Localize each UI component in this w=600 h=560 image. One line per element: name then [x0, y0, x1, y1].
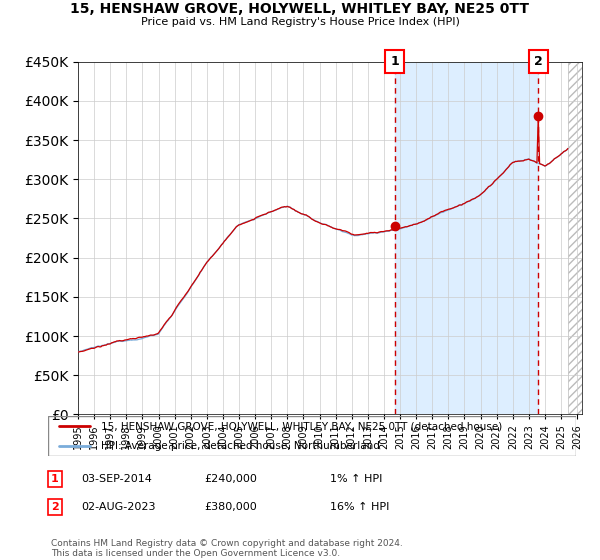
- Text: 1: 1: [391, 55, 399, 68]
- Bar: [568, 62, 585, 414]
- Text: 2: 2: [534, 55, 542, 68]
- Text: 15, HENSHAW GROVE, HOLYWELL, WHITLEY BAY, NE25 0TT: 15, HENSHAW GROVE, HOLYWELL, WHITLEY BAY…: [71, 2, 530, 16]
- Text: £240,000: £240,000: [204, 474, 257, 484]
- Bar: [568, 62, 585, 414]
- Text: 02-AUG-2023: 02-AUG-2023: [81, 502, 155, 512]
- Text: Contains HM Land Registry data © Crown copyright and database right 2024.
This d: Contains HM Land Registry data © Crown c…: [51, 539, 403, 558]
- Text: 16% ↑ HPI: 16% ↑ HPI: [330, 502, 389, 512]
- Text: 15, HENSHAW GROVE, HOLYWELL, WHITLEY BAY, NE25 0TT (detached house): 15, HENSHAW GROVE, HOLYWELL, WHITLEY BAY…: [101, 421, 502, 431]
- Text: Price paid vs. HM Land Registry's House Price Index (HPI): Price paid vs. HM Land Registry's House …: [140, 17, 460, 27]
- Text: 1: 1: [51, 474, 59, 484]
- Text: 2: 2: [51, 502, 59, 512]
- Text: 03-SEP-2014: 03-SEP-2014: [81, 474, 152, 484]
- Text: HPI: Average price, detached house, Northumberland: HPI: Average price, detached house, Nort…: [101, 441, 380, 451]
- Text: £380,000: £380,000: [204, 502, 257, 512]
- Bar: [395, 62, 538, 414]
- Text: 1% ↑ HPI: 1% ↑ HPI: [330, 474, 382, 484]
